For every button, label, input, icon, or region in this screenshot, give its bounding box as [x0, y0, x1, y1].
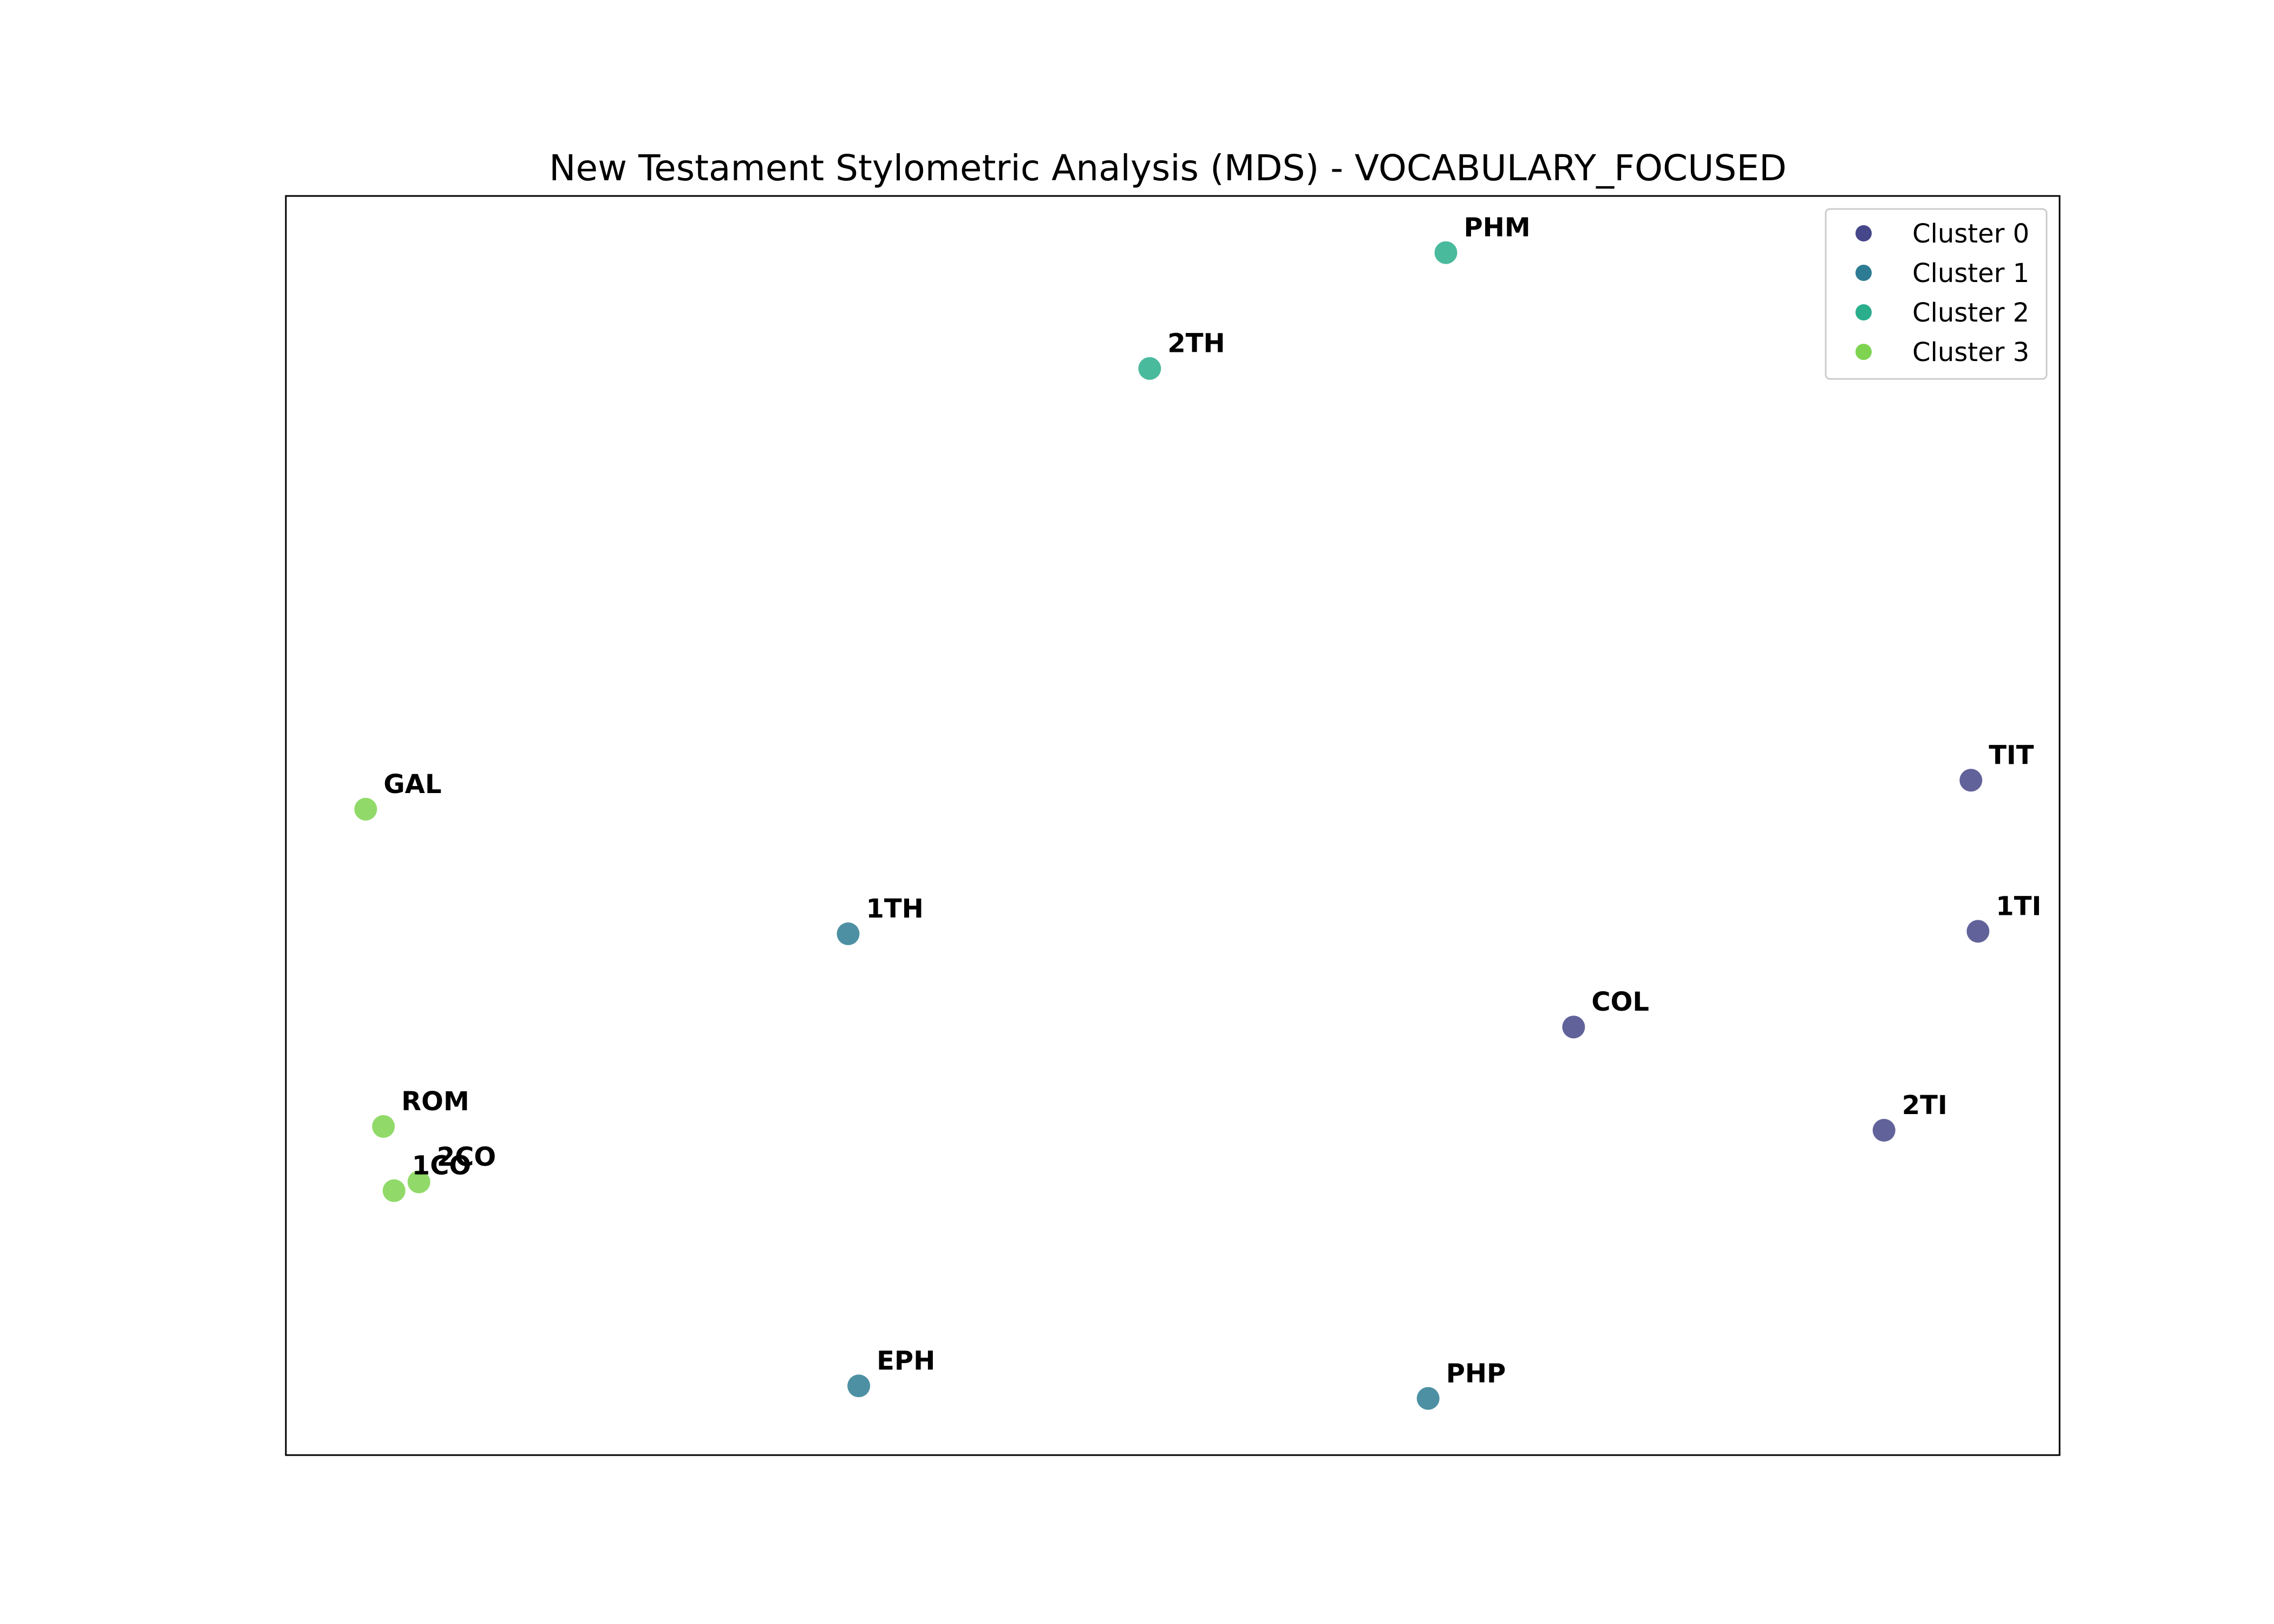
point-label-1ti: 1TI [1996, 891, 2041, 921]
point-label-tit: TIT [1989, 740, 2034, 770]
point-label-phm: PHM [1464, 213, 1531, 243]
data-point-2ti [1872, 1118, 1896, 1142]
plot-area-frame [285, 195, 2061, 1456]
data-point-1ti [1966, 920, 1990, 943]
data-point-1co [382, 1179, 406, 1202]
point-label-1co: 1CO [412, 1151, 471, 1181]
legend-marker-cluster-1 [1855, 265, 1872, 281]
point-label-rom: ROM [401, 1086, 469, 1117]
point-label-2co: 2CO [437, 1142, 496, 1172]
point-label-2ti: 2TI [1902, 1090, 1948, 1121]
legend-marker-cluster-3 [1855, 344, 1872, 360]
point-label-eph: EPH [877, 1346, 935, 1376]
data-points [354, 241, 1990, 1410]
legend-label-cluster-1: Cluster 1 [1912, 258, 2029, 289]
data-point-col [1562, 1016, 1585, 1039]
data-point-2co [407, 1170, 430, 1194]
data-point-rom [372, 1115, 395, 1138]
point-label-gal: GAL [383, 769, 441, 800]
point-label-1th: 1TH [866, 894, 924, 924]
data-point-tit [1959, 769, 1983, 792]
legend-label-cluster-3: Cluster 3 [1912, 337, 2029, 368]
data-point-phm [1434, 241, 1458, 264]
legend: Cluster 0 Cluster 1 Cluster 2 Cluster 3 [1825, 208, 2048, 380]
point-label-col: COL [1591, 987, 1649, 1017]
data-point-php [1416, 1387, 1440, 1410]
legend-label-cluster-0: Cluster 0 [1912, 219, 2029, 249]
data-point-1th [837, 922, 860, 945]
data-point-eph [847, 1374, 871, 1398]
legend-label-cluster-2: Cluster 2 [1912, 298, 2029, 328]
data-point-gal [354, 797, 377, 821]
legend-marker-cluster-0 [1855, 225, 1872, 241]
legend-marker-cluster-2 [1855, 304, 1872, 320]
legend-box [1825, 208, 2048, 380]
data-point-2th [1138, 357, 1161, 380]
point-label-php: PHP [1446, 1358, 1506, 1389]
chart-title: New Testament Stylometric Analysis (MDS)… [549, 147, 1787, 189]
point-label-2th: 2TH [1167, 329, 1225, 359]
